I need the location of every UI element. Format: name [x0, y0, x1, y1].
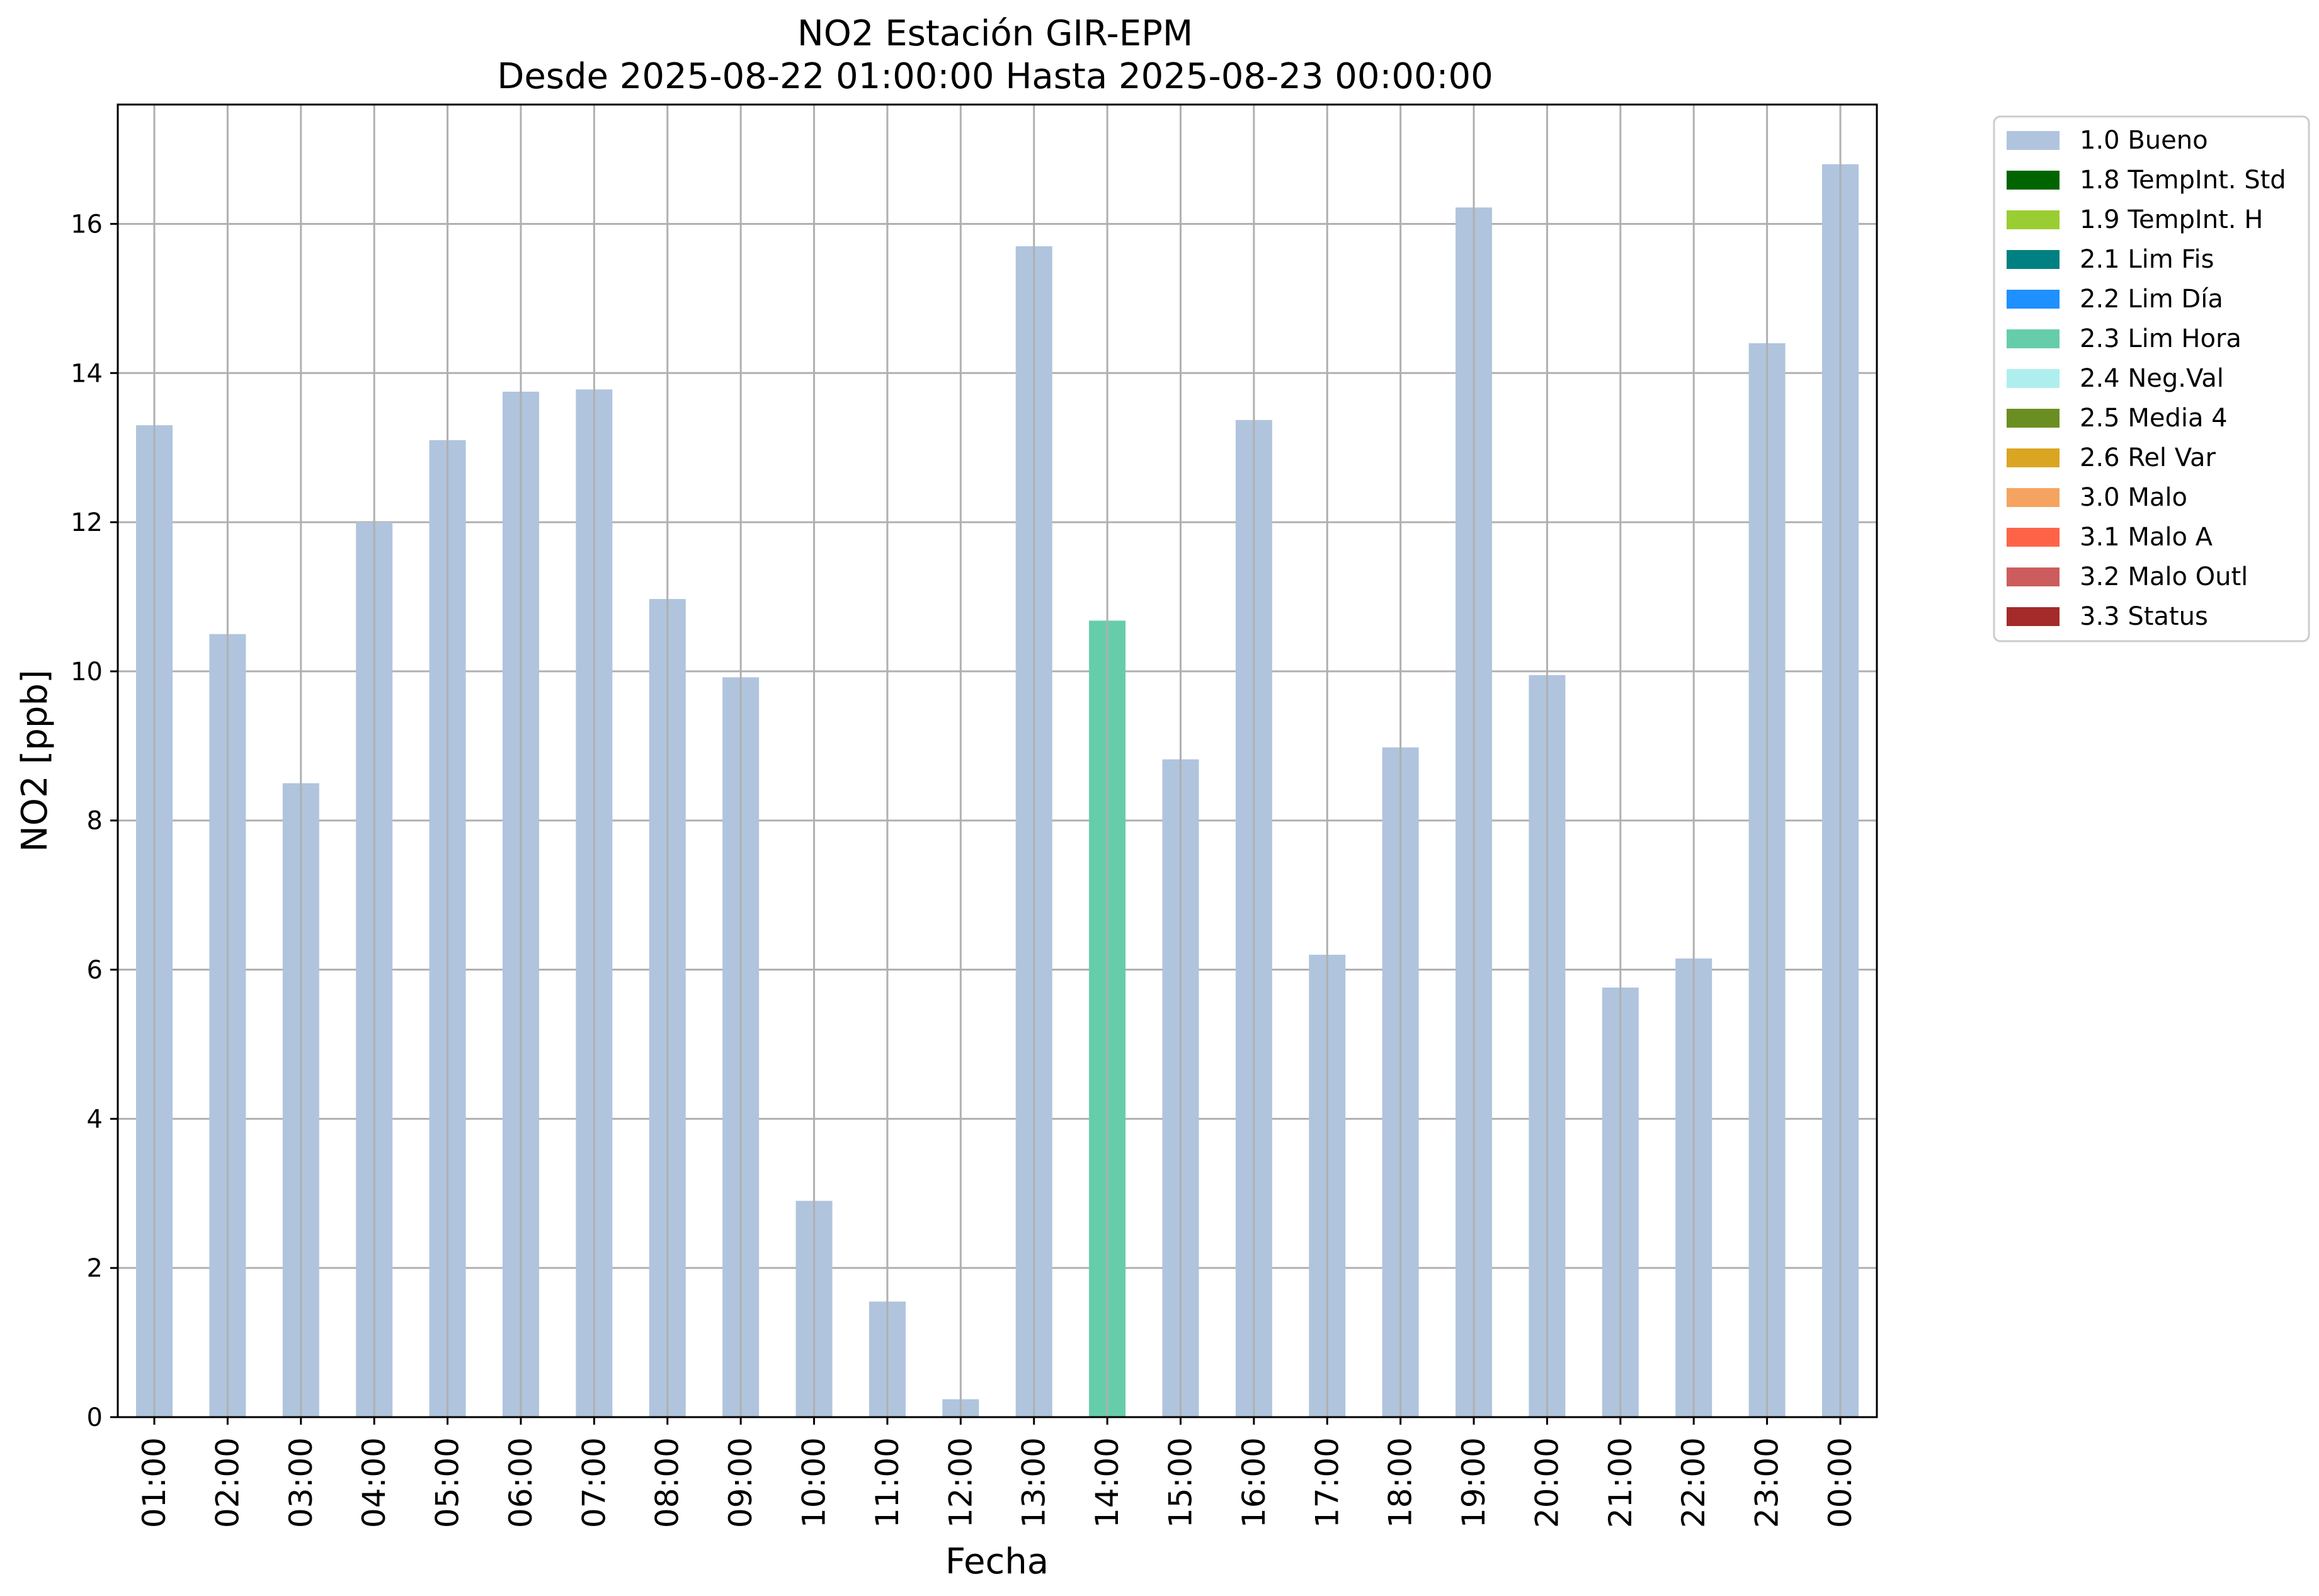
- x-axis-label: Fecha: [945, 1541, 1049, 1582]
- x-tick-label: 08:00: [649, 1437, 686, 1528]
- x-tick-label: 03:00: [283, 1437, 319, 1528]
- x-tick-label: 16:00: [1236, 1437, 1272, 1528]
- x-tick-label: 02:00: [209, 1437, 246, 1528]
- legend-swatch: [2007, 329, 2060, 348]
- y-tick-label: 12: [71, 508, 103, 537]
- grid: [118, 222, 1877, 1418]
- x-tick-label: 21:00: [1602, 1437, 1639, 1528]
- x-tick-label: 06:00: [503, 1437, 539, 1528]
- legend-swatch: [2007, 567, 2060, 586]
- legend: 1.0 Bueno 1.8 TempInt. Std 1.9 TempInt. H 2…: [1993, 115, 2310, 642]
- y-tick-label: 16: [71, 210, 103, 239]
- legend-box: [1993, 115, 2310, 642]
- legend-swatch: [2007, 131, 2060, 150]
- y-axis-label: NO2 [ppb]: [14, 670, 55, 852]
- legend-swatch: [2007, 171, 2060, 190]
- legend-swatch: [2007, 210, 2060, 229]
- x-tick-label: 13:00: [1016, 1437, 1052, 1528]
- x-tick-label: 12:00: [942, 1437, 979, 1528]
- x-tick-label: 23:00: [1749, 1437, 1786, 1528]
- y-tick-label: 0: [87, 1403, 103, 1432]
- bars: [136, 105, 1859, 1418]
- legend-label: 3.1 Malo A: [2080, 523, 2213, 552]
- x-tick-label: 20:00: [1529, 1437, 1565, 1528]
- chart-title: NO2 Estación GIR-EPM: [797, 13, 1193, 54]
- x-tick-label: 15:00: [1162, 1437, 1199, 1528]
- legend-swatch: [2007, 448, 2060, 467]
- y-tick-label: 2: [87, 1254, 103, 1283]
- y-tick-label: 4: [87, 1105, 103, 1134]
- chart-subtitle: Desde 2025-08-22 01:00:00 Hasta 2025-08-…: [497, 56, 1493, 97]
- x-tick-label: 09:00: [722, 1437, 759, 1528]
- x-tick-label: 18:00: [1382, 1437, 1419, 1528]
- plot-area-frame: [117, 103, 1878, 1418]
- x-tick-label: 14:00: [1089, 1437, 1125, 1528]
- legend-label: 1.8 TempInt. Std: [2080, 166, 2286, 195]
- legend-swatch: [2007, 409, 2060, 428]
- legend-label: 2.4 Neg.Val: [2080, 364, 2224, 393]
- x-tick-label: 07:00: [576, 1437, 612, 1528]
- x-tick-label: 01:00: [136, 1437, 173, 1528]
- y-axis: 0 2 4 6 8 10 12 14 16: [71, 210, 118, 1432]
- x-tick-label: 10:00: [796, 1437, 833, 1528]
- legend-label: 2.2 Lim Día: [2080, 285, 2223, 314]
- legend-label: 3.0 Malo: [2080, 483, 2187, 512]
- legend-label: 2.1 Lim Fis: [2080, 245, 2214, 274]
- legend-swatch: [2007, 488, 2060, 507]
- legend-label: 1.0 Bueno: [2080, 126, 2208, 155]
- y-tick-label: 14: [71, 359, 103, 388]
- legend-swatch: [2007, 528, 2060, 547]
- legend-swatch: [2007, 369, 2060, 388]
- legend-swatch: [2007, 250, 2060, 269]
- legend-label: 2.3 Lim Hora: [2080, 324, 2242, 353]
- x-tick-label: 04:00: [356, 1437, 392, 1528]
- x-tick-label: 22:00: [1675, 1437, 1712, 1528]
- y-tick-label: 6: [87, 956, 103, 985]
- x-axis: 01:00 02:00 03:00 04:00 05:00 06:00 07:00 08:00…: [136, 1417, 1859, 1528]
- legend-label: 2.6 Rel Var: [2080, 443, 2216, 472]
- x-tick-label: 00:00: [1822, 1437, 1859, 1528]
- legend-swatch: [2007, 290, 2060, 309]
- x-tick-label: 19:00: [1456, 1437, 1492, 1528]
- legend-label: 2.5 Media 4: [2080, 404, 2228, 433]
- legend-label: 1.9 TempInt. H: [2080, 205, 2263, 234]
- legend-swatch: [2007, 607, 2060, 626]
- legend-label: 3.2 Malo Outl: [2080, 562, 2248, 591]
- y-tick-label: 10: [71, 658, 103, 687]
- x-tick-label: 17:00: [1309, 1437, 1345, 1528]
- legend-label: 3.3 Status: [2080, 602, 2208, 631]
- y-tick-label: 8: [87, 807, 103, 836]
- x-tick-label: 05:00: [430, 1437, 466, 1528]
- x-tick-label: 11:00: [869, 1437, 906, 1528]
